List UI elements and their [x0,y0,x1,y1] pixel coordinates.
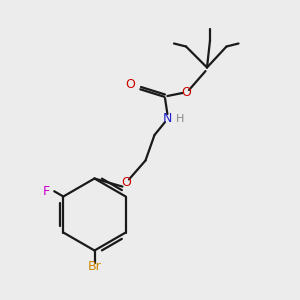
Text: N: N [163,112,172,125]
Text: O: O [126,77,136,91]
Text: F: F [43,185,50,198]
Text: Br: Br [88,260,101,274]
Text: O: O [181,86,191,100]
Text: H: H [176,113,184,124]
Text: O: O [121,176,131,190]
